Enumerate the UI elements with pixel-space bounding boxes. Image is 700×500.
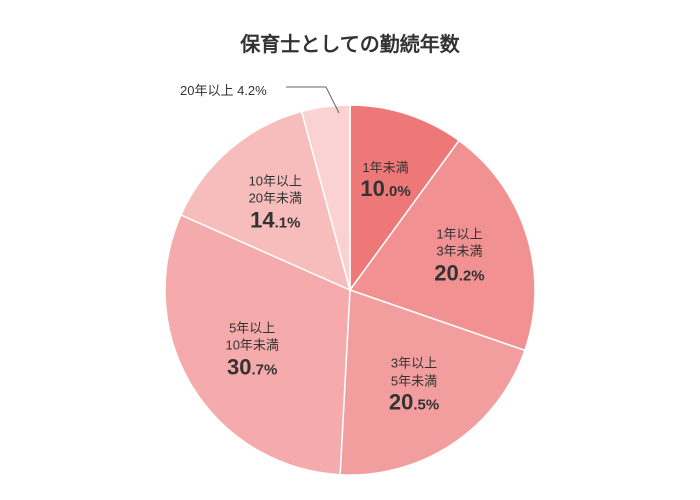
slice-category-3: 5年以上10年未満: [225, 319, 278, 354]
slice-category-0: 1年未満: [360, 159, 410, 177]
pie-svg: [0, 0, 700, 500]
slice-label-1: 1年以上3年未満20.2%: [434, 225, 484, 286]
pie-chart: 保育士としての勤続年数 1年未満10.0%1年以上3年未満20.2%3年以上5年…: [0, 0, 700, 500]
slice-percent-2: 20.5%: [389, 390, 439, 416]
slice-percent-4: 14.1%: [249, 207, 302, 233]
slice-label-4: 10年以上20年未満14.1%: [249, 172, 302, 233]
slice-percent-1: 20.2%: [434, 260, 484, 286]
slice-percent-0: 10.0%: [360, 177, 410, 203]
slice-label-2: 3年以上5年未満20.5%: [389, 355, 439, 416]
slice-percent-3: 30.7%: [225, 354, 278, 380]
slice-category-4: 10年以上20年未満: [249, 172, 302, 207]
slice-label-3: 5年以上10年未満30.7%: [225, 319, 278, 380]
slice-category-1: 1年以上3年未満: [434, 225, 484, 260]
slice-category-2: 3年以上5年未満: [389, 355, 439, 390]
slice-label-0: 1年未満10.0%: [360, 159, 410, 203]
external-label-5: 20年以上 4.2%: [180, 80, 267, 99]
